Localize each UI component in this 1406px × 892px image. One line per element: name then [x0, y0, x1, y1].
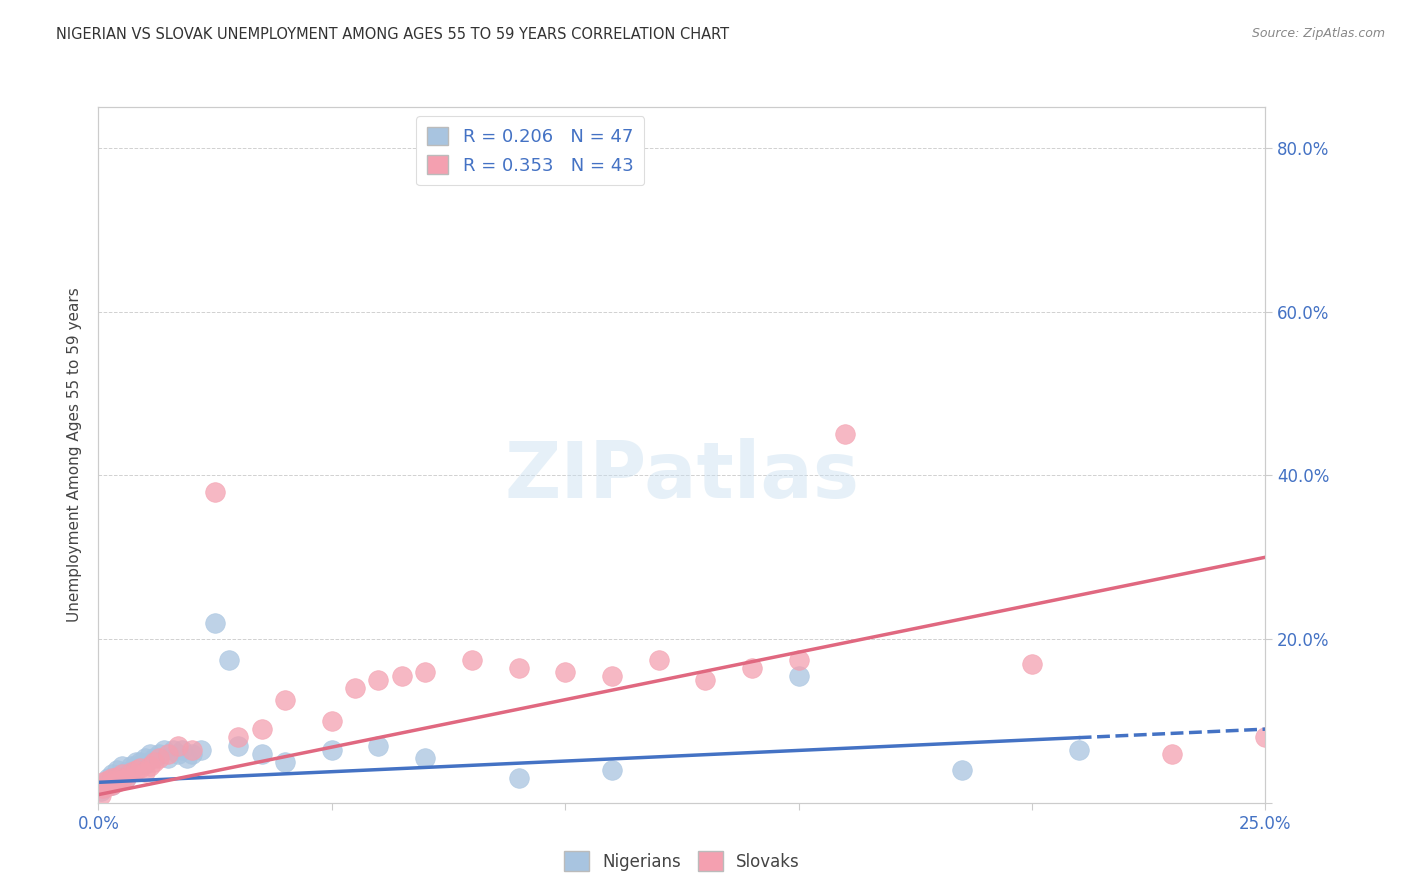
- Point: [143, 755, 166, 769]
- Point: [91, 775, 114, 789]
- Point: [105, 775, 128, 789]
- Point: [115, 771, 138, 785]
- Point: [104, 771, 127, 785]
- Point: [97, 772, 120, 787]
- Point: [98, 775, 121, 789]
- Point: [120, 763, 142, 777]
- Point: [157, 751, 180, 765]
- Point: [274, 693, 297, 707]
- Point: [647, 652, 669, 666]
- Point: [367, 739, 389, 753]
- Point: [180, 747, 202, 761]
- Point: [554, 665, 576, 679]
- Point: [90, 783, 112, 797]
- Text: ZIPatlas: ZIPatlas: [505, 438, 859, 514]
- Point: [274, 755, 297, 769]
- Point: [148, 751, 170, 765]
- Point: [101, 778, 124, 792]
- Point: [413, 665, 436, 679]
- Point: [111, 767, 134, 781]
- Point: [172, 742, 194, 756]
- Point: [134, 764, 156, 779]
- Point: [101, 767, 124, 781]
- Point: [111, 767, 134, 781]
- Point: [111, 772, 134, 787]
- Point: [105, 763, 128, 777]
- Point: [115, 771, 138, 785]
- Point: [321, 714, 343, 728]
- Point: [134, 751, 156, 765]
- Point: [139, 759, 162, 773]
- Point: [1161, 747, 1184, 761]
- Point: [461, 652, 484, 666]
- Point: [180, 742, 202, 756]
- Point: [508, 771, 530, 785]
- Point: [157, 747, 180, 761]
- Point: [91, 780, 114, 795]
- Point: [166, 747, 188, 761]
- Point: [600, 763, 623, 777]
- Point: [413, 751, 436, 765]
- Point: [1021, 657, 1043, 671]
- Point: [218, 652, 240, 666]
- Point: [97, 775, 120, 789]
- Point: [1254, 731, 1277, 745]
- Point: [120, 764, 142, 779]
- Point: [115, 764, 138, 779]
- Point: [228, 731, 250, 745]
- Point: [129, 755, 152, 769]
- Point: [508, 661, 530, 675]
- Point: [228, 739, 250, 753]
- Point: [367, 673, 389, 687]
- Point: [834, 427, 856, 442]
- Point: [129, 761, 152, 775]
- Legend: Nigerians, Slovaks: Nigerians, Slovaks: [557, 845, 807, 878]
- Point: [250, 722, 273, 736]
- Point: [90, 788, 112, 802]
- Point: [250, 747, 273, 761]
- Text: Source: ZipAtlas.com: Source: ZipAtlas.com: [1251, 27, 1385, 40]
- Point: [143, 751, 166, 765]
- Point: [152, 742, 174, 756]
- Point: [787, 669, 810, 683]
- Point: [190, 742, 212, 756]
- Text: NIGERIAN VS SLOVAK UNEMPLOYMENT AMONG AGES 55 TO 59 YEARS CORRELATION CHART: NIGERIAN VS SLOVAK UNEMPLOYMENT AMONG AG…: [56, 27, 730, 42]
- Point: [321, 742, 343, 756]
- Point: [97, 771, 120, 785]
- Point: [391, 669, 413, 683]
- Point: [101, 771, 124, 785]
- Y-axis label: Unemployment Among Ages 55 to 59 years: Unemployment Among Ages 55 to 59 years: [67, 287, 83, 623]
- Point: [344, 681, 367, 696]
- Point: [1067, 742, 1090, 756]
- Point: [148, 747, 170, 761]
- Point: [111, 759, 134, 773]
- Point: [139, 747, 162, 761]
- Point: [204, 484, 226, 499]
- Point: [741, 661, 763, 675]
- Point: [120, 759, 142, 773]
- Point: [134, 756, 156, 771]
- Point: [105, 772, 128, 787]
- Point: [105, 770, 128, 784]
- Point: [125, 755, 148, 769]
- Point: [101, 778, 124, 792]
- Point: [166, 739, 188, 753]
- Point: [91, 780, 114, 795]
- Point: [176, 751, 198, 765]
- Point: [787, 652, 810, 666]
- Point: [125, 763, 148, 777]
- Point: [91, 778, 114, 792]
- Point: [950, 763, 973, 777]
- Point: [600, 669, 623, 683]
- Point: [97, 780, 120, 794]
- Point: [204, 615, 226, 630]
- Point: [94, 780, 117, 794]
- Point: [162, 742, 184, 756]
- Point: [695, 673, 717, 687]
- Point: [125, 759, 148, 773]
